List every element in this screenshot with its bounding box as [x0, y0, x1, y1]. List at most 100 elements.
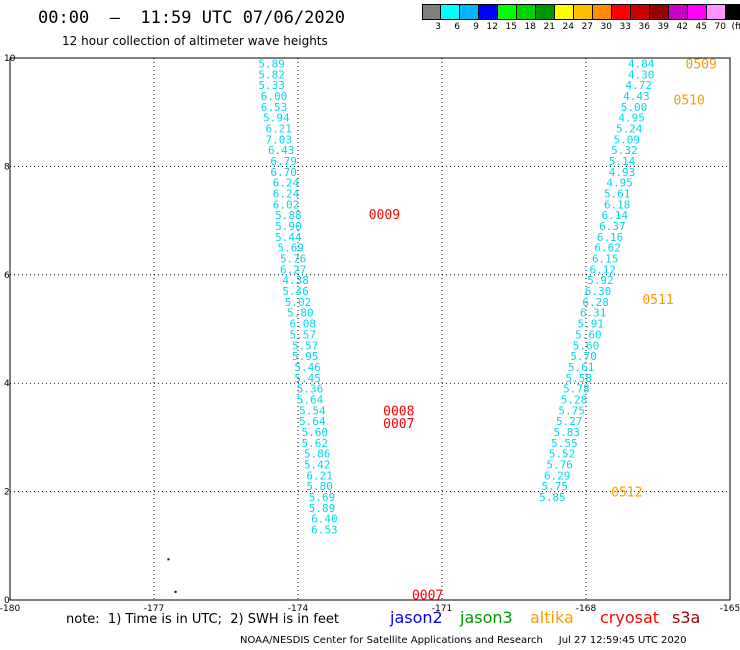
swh-data-label: 4.30: [628, 68, 655, 81]
data-marker: [167, 558, 170, 561]
pass-time-label: 0509: [686, 57, 717, 72]
swh-data-label: 5.75: [558, 404, 585, 417]
swh-data-label: 5.90: [275, 220, 302, 233]
swh-data-label: 5.95: [292, 350, 319, 363]
swh-data-label: 6.15: [592, 253, 619, 266]
color-scale-label: 24: [562, 22, 574, 32]
swh-data-label: 5.69: [309, 491, 336, 504]
color-scale-label: 42: [676, 22, 688, 32]
swh-data-label: 4.93: [609, 166, 636, 179]
swh-data-label: 4.84: [628, 57, 655, 70]
color-scale-cell: [688, 4, 707, 20]
color-scale-label: 45: [695, 22, 707, 32]
swh-data-label: 6.53: [261, 101, 288, 114]
swh-data-label: 5.76: [280, 253, 307, 266]
swh-data-label: 4.95: [618, 112, 645, 125]
swh-data-label: 7.03: [266, 133, 293, 146]
swh-data-label: 4.38: [282, 274, 309, 287]
page-subtitle: 12 hour collection of altimeter wave hei…: [62, 34, 328, 48]
swh-data-label: 6.14: [602, 209, 629, 222]
swh-data-label: 5.94: [263, 112, 290, 125]
color-scale-label: 33: [619, 22, 631, 32]
swh-data-label: 6.70: [270, 166, 297, 179]
swh-data-label: 5.78: [563, 383, 590, 396]
swh-data-label: 6.08: [290, 318, 317, 331]
note-text: note: 1) Time is in UTC; 2) SWH is in fe…: [66, 612, 339, 627]
swh-data-label: 5.85: [539, 491, 566, 504]
swh-data-label: 5.14: [609, 155, 636, 168]
swh-data-label: 5.55: [551, 437, 578, 450]
swh-data-label: 5.92: [587, 274, 614, 287]
y-tick-label: 10: [4, 54, 16, 64]
x-tick-label: -168: [576, 604, 597, 614]
color-scale-label: 36: [638, 22, 650, 32]
swh-data-label: 6.21: [266, 122, 293, 135]
swh-data-label: 6.24: [273, 188, 300, 201]
swh-data-label: 5.36: [297, 383, 324, 396]
swh-data-label: 5.00: [621, 101, 648, 114]
color-scale-cell: [441, 4, 460, 20]
swh-data-label: 6.24: [273, 177, 300, 190]
color-scale-label: 39: [657, 22, 669, 32]
swh-data-label: 5.45: [294, 372, 321, 385]
swh-data-label: 6.37: [599, 220, 626, 233]
plot-frame: [9, 57, 731, 601]
swh-data-label: 5.52: [549, 448, 576, 461]
x-tick-label: -174: [288, 604, 309, 614]
swh-data-label: 6.02: [273, 198, 300, 211]
swh-data-label: 5.64: [299, 415, 326, 428]
swh-data-label: 5.54: [299, 404, 326, 417]
color-scale-label: 3: [435, 22, 441, 32]
swh-data-label: 5.58: [566, 372, 593, 385]
color-scale-label: 27: [581, 22, 593, 32]
color-scale-cell: [517, 4, 536, 20]
swh-data-label: 5.86: [304, 448, 331, 461]
y-tick-label: 0: [4, 596, 10, 606]
swh-data-label: 5.61: [568, 361, 595, 374]
color-scale-cell: [574, 4, 593, 20]
x-tick-label: -177: [144, 604, 164, 614]
color-scale-label: 6: [454, 22, 460, 32]
swh-data-label: 5.24: [616, 122, 643, 135]
footer-credit: NOAA/NESDIS Center for Satellite Applica…: [240, 635, 687, 646]
legend-jason2: jason2: [390, 608, 443, 627]
color-scale-cell: [460, 4, 479, 20]
color-scale-label: 15: [505, 22, 517, 32]
swh-data-label: 5.57: [292, 339, 319, 352]
swh-data-label: 5.76: [546, 459, 573, 472]
swh-data-label: 5.91: [578, 318, 605, 331]
x-tick-label: -165: [720, 604, 740, 614]
color-scale-label: 21: [543, 22, 555, 32]
swh-data-label: 5.82: [258, 68, 285, 81]
page-title: 00:00 – 11:59 UTC 07/06/2020: [38, 8, 346, 28]
color-scale-cell: [422, 4, 441, 20]
x-tick-label: -180: [0, 604, 20, 614]
swh-data-label: 5.80: [287, 307, 314, 320]
swh-data-label: 5.33: [258, 79, 285, 92]
color-scale-bar: [422, 4, 740, 20]
swh-data-label: 6.28: [582, 296, 609, 309]
y-tick-label: 4: [4, 379, 10, 389]
data-marker: [174, 590, 177, 593]
swh-data-label: 6.30: [585, 285, 612, 298]
y-tick-label: 6: [4, 271, 10, 281]
swh-data-label: 6.27: [280, 263, 307, 276]
color-scale-label: (ft): [731, 22, 740, 32]
swh-data-label: 5.60: [302, 426, 329, 439]
pass-time-label: 0510: [674, 94, 705, 109]
swh-data-label: 5.80: [306, 480, 333, 493]
pass-time-label: 0009: [369, 208, 400, 223]
swh-data-label: 5.27: [556, 415, 583, 428]
swh-data-label: 6.79: [270, 155, 297, 168]
swh-data-label: 4.72: [626, 79, 653, 92]
swh-data-label: 6.16: [597, 231, 624, 244]
pass-time-label: 0512: [611, 486, 642, 501]
swh-data-label: 5.69: [278, 242, 305, 255]
color-scale-cell: [707, 4, 726, 20]
legend-altika: altika: [530, 608, 574, 627]
color-scale-cell: [726, 4, 740, 20]
swh-data-label: 4.95: [606, 177, 633, 190]
color-scale-cell: [650, 4, 669, 20]
color-scale-label: 18: [524, 22, 536, 32]
